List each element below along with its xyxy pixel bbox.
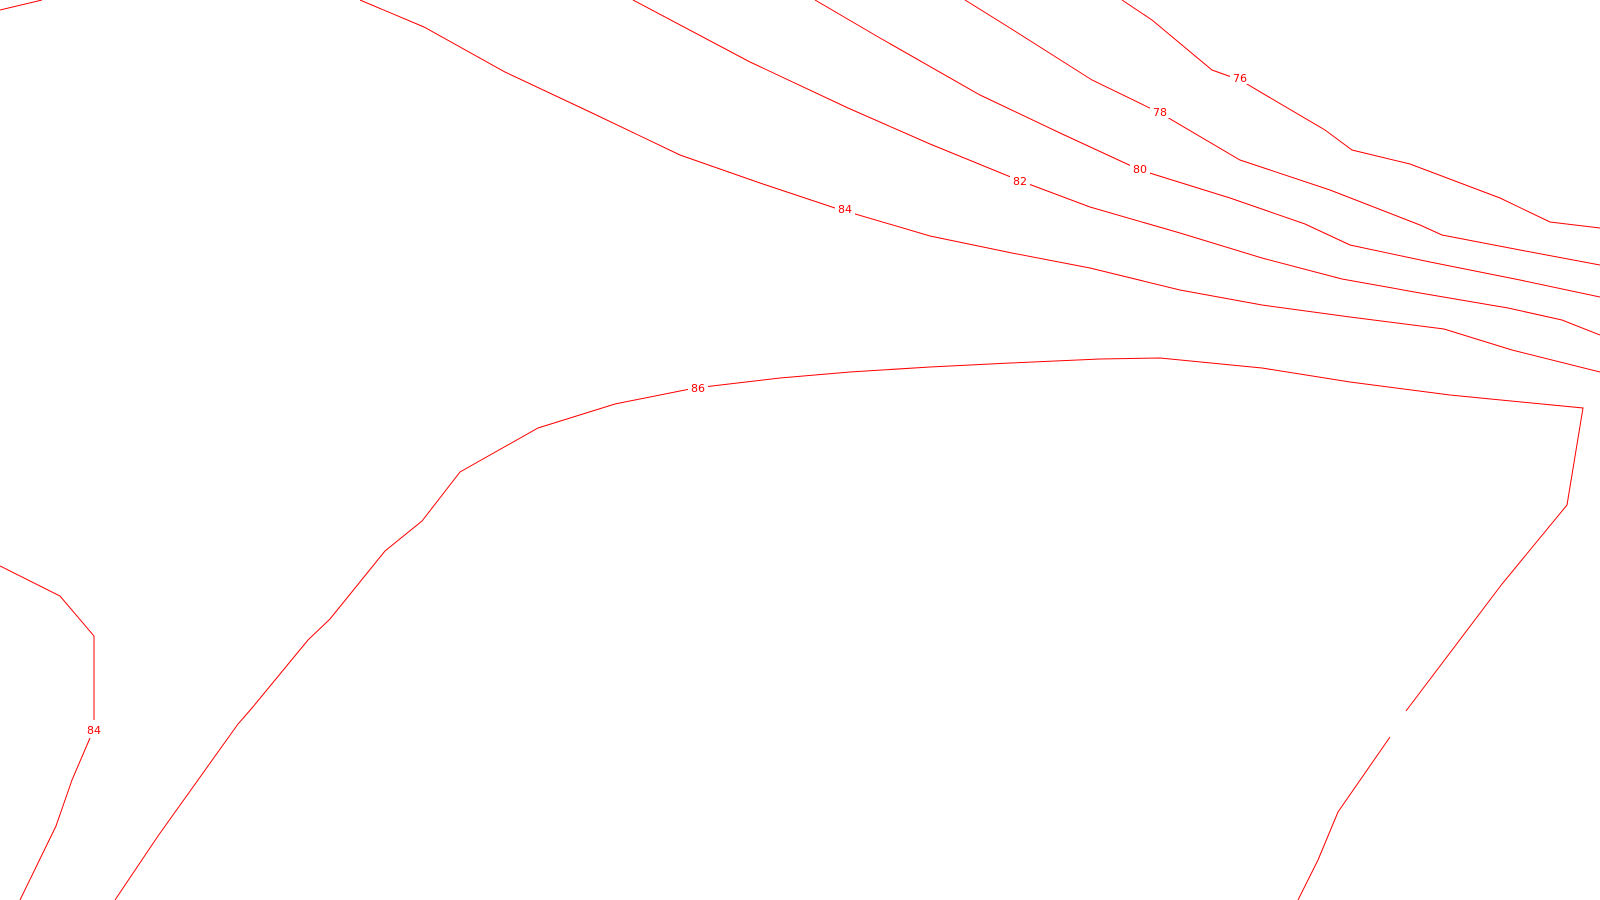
contour-label-76: 76 bbox=[1230, 71, 1250, 85]
contour-line-84-upper bbox=[359, 0, 1600, 373]
svg-text:84: 84 bbox=[87, 724, 101, 737]
contour-label-84-upper: 84 bbox=[835, 202, 855, 216]
contour-line-top-left-fragment bbox=[0, 0, 43, 11]
svg-text:76: 76 bbox=[1233, 72, 1247, 85]
contour-line-84-left bbox=[0, 565, 95, 720]
contour-label-84-left: 84 bbox=[84, 723, 104, 737]
contour-label-80: 80 bbox=[1130, 162, 1150, 176]
contour-line-86-lower-fragment bbox=[1297, 736, 1391, 900]
svg-text:78: 78 bbox=[1153, 106, 1167, 119]
contour-label-78: 78 bbox=[1150, 105, 1170, 119]
svg-text:80: 80 bbox=[1133, 163, 1147, 176]
contour-line-84-left-lower bbox=[19, 737, 91, 900]
contour-line-86 bbox=[114, 357, 1584, 900]
svg-text:86: 86 bbox=[691, 382, 705, 395]
contour-line-80 bbox=[814, 0, 1600, 298]
svg-text:82: 82 bbox=[1013, 175, 1027, 188]
contour-line-78 bbox=[964, 0, 1600, 266]
contour-line-76 bbox=[1121, 0, 1600, 229]
contour-label-86: 86 bbox=[688, 381, 708, 395]
contour-line-82 bbox=[632, 0, 1600, 336]
svg-text:84: 84 bbox=[838, 203, 852, 216]
contour-label-82: 82 bbox=[1010, 174, 1030, 188]
